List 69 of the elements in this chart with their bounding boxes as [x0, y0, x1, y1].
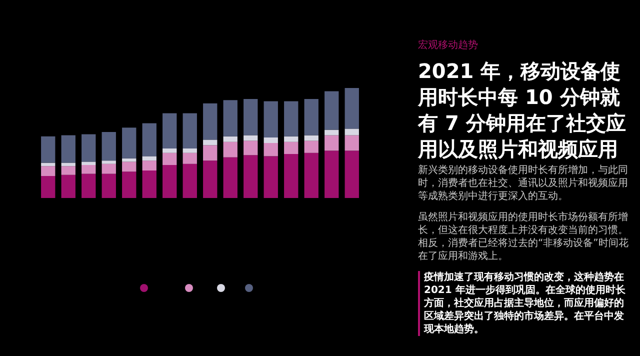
- bar: [82, 162, 96, 165]
- bar: [344, 88, 359, 129]
- bar: [244, 140, 258, 156]
- bar: [264, 101, 278, 138]
- bar: [284, 136, 298, 142]
- bar: [284, 101, 298, 136]
- bar: [223, 136, 238, 142]
- bar: [264, 143, 278, 156]
- bar: [324, 150, 339, 198]
- bar: [244, 135, 258, 141]
- bar: [284, 154, 298, 198]
- bar: [102, 132, 116, 161]
- bar: [142, 156, 156, 161]
- bar: [61, 166, 76, 175]
- bar: [102, 164, 116, 174]
- bar: [223, 100, 238, 136]
- bar: [61, 174, 76, 198]
- bar: [82, 174, 96, 198]
- text: 虽然照片和视频应用的使用时长市场份额有所增长，但这在很大程度上并没有改变当前的习惯。相反，消费者已经将过去的“非移动设备”时间花在了应用和游戏上。: [418, 211, 630, 263]
- bar: [203, 160, 218, 198]
- text: 宏观移动趋势: [418, 38, 478, 52]
- bar: [324, 135, 339, 151]
- bar: [162, 152, 177, 165]
- bar: [182, 152, 197, 164]
- bar: [223, 157, 238, 198]
- bar: [304, 135, 318, 141]
- bar: [142, 123, 156, 156]
- text: 疫情加速了现有移动习惯的改变，这种趋势在 2021 年进一步得到巩固。在全球的使用时长方面，社交应用占据主导地位，而应用偏好的区域差异突出了独特的市场差异。在平台中发现本地趋势。: [418, 271, 630, 336]
- bar: [324, 91, 339, 130]
- bar: [244, 99, 258, 136]
- bar: [264, 138, 278, 143]
- bar: [162, 113, 177, 148]
- bar: [244, 155, 258, 198]
- bar: [122, 162, 136, 172]
- bar: [102, 174, 116, 198]
- bar: [41, 166, 56, 176]
- bar: [344, 150, 359, 198]
- bar: [162, 148, 177, 153]
- bar: [264, 156, 278, 198]
- bar: [182, 113, 197, 148]
- bar: [182, 148, 197, 153]
- bar: [61, 135, 76, 163]
- bar: [82, 134, 96, 162]
- bar: [41, 162, 56, 166]
- bar: [203, 103, 218, 140]
- bar: [304, 152, 318, 198]
- bar: [344, 135, 359, 151]
- bar: [122, 172, 136, 198]
- bar: [142, 170, 156, 198]
- bar: [122, 128, 136, 158]
- bar: [203, 140, 218, 146]
- bar: [304, 99, 318, 136]
- bar: [324, 130, 339, 136]
- bar: [223, 142, 238, 158]
- bar: [182, 164, 197, 198]
- bar: [344, 128, 359, 136]
- bar: [122, 158, 136, 162]
- bar: [142, 160, 156, 170]
- bar: [304, 140, 318, 153]
- bar: [41, 136, 56, 163]
- text: 2021 年，移动设备使用时长中每 10 分钟就有 7 分钟用在了社交应用以及照片和视频应用: [418, 58, 627, 162]
- bar: [203, 145, 218, 161]
- bar: [82, 165, 96, 174]
- bar: [284, 142, 298, 154]
- bar: [102, 160, 116, 164]
- bar: [61, 162, 76, 166]
- bar: [41, 176, 56, 198]
- bar: [162, 165, 177, 198]
- text: 新兴类别的移动设备使用时长有所增加，与此同时，消费者也在社交、通讯以及照片和视频应用等成熟类别中进行更深入的互动。: [418, 164, 629, 203]
